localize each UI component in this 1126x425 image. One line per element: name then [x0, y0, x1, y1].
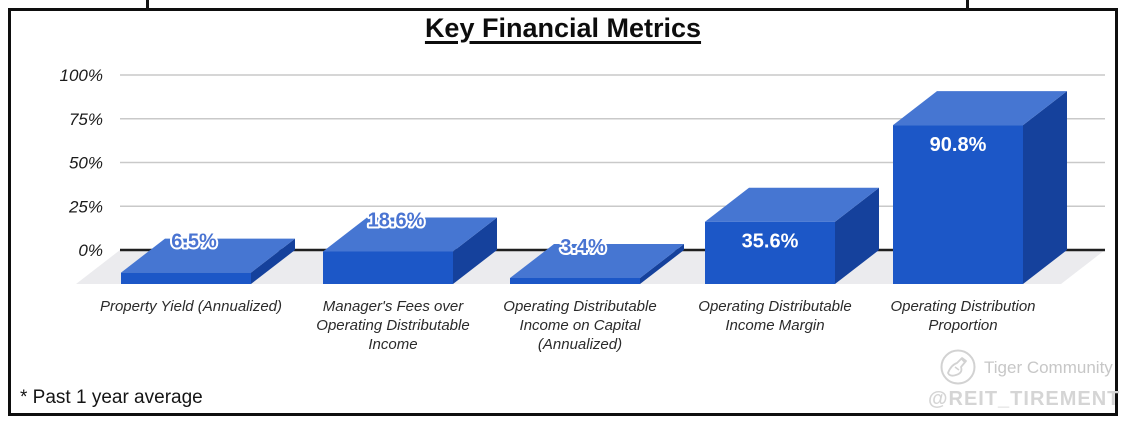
bar-3 — [705, 187, 879, 284]
bar-face — [705, 187, 879, 222]
category-label: Manager's Fees over Operating Distributab… — [316, 298, 469, 353]
y-tick-label: 100% — [60, 66, 103, 85]
bar-face — [453, 217, 497, 284]
bar-0 — [121, 238, 295, 284]
category-label: Operating Distributable Income Margin — [698, 298, 851, 334]
bar-face — [323, 217, 497, 252]
bar-face — [893, 91, 1067, 126]
value-label: 90.8% — [930, 134, 987, 156]
bar-face — [323, 251, 453, 284]
chart-title: Key Financial Metrics — [424, 13, 702, 43]
bar-4 — [893, 91, 1067, 284]
border-tick-artifact — [966, 0, 969, 10]
value-label: 6.5% — [171, 231, 217, 253]
value-label: 35.6% — [742, 231, 799, 253]
value-label: 3.4% — [560, 236, 606, 258]
bar-face — [251, 238, 295, 284]
bar-face — [893, 125, 1023, 284]
bar-face — [510, 278, 640, 284]
y-tick-label: 25% — [68, 197, 103, 216]
bar-1 — [323, 217, 497, 284]
bar-face — [1023, 91, 1067, 284]
bar-face — [510, 244, 684, 279]
y-tick-label: 0% — [78, 241, 103, 260]
watermark-handle: @REIT_TIREMENT — [928, 388, 1121, 410]
category-label: Operating Distributable Income on Capital… — [503, 298, 656, 353]
y-tick-label: 50% — [69, 154, 103, 173]
border-tick-artifact — [146, 0, 149, 10]
bar-face — [835, 187, 879, 284]
bar-face — [640, 244, 684, 284]
category-label: Property Yield (Annualized) — [100, 298, 282, 315]
y-tick-label: 75% — [69, 110, 103, 129]
value-label: 18.6% — [368, 209, 425, 231]
bar-face — [121, 272, 251, 284]
bar-face — [705, 221, 835, 284]
tiger-community-logo-icon — [940, 349, 976, 385]
chart-footnote: * Past 1 year average — [20, 387, 203, 408]
category-label: Operating Distribution Proportion — [890, 298, 1035, 334]
bar-face — [121, 238, 295, 273]
bar-2 — [510, 244, 684, 284]
watermark-community-name: Tiger Community — [984, 358, 1113, 377]
